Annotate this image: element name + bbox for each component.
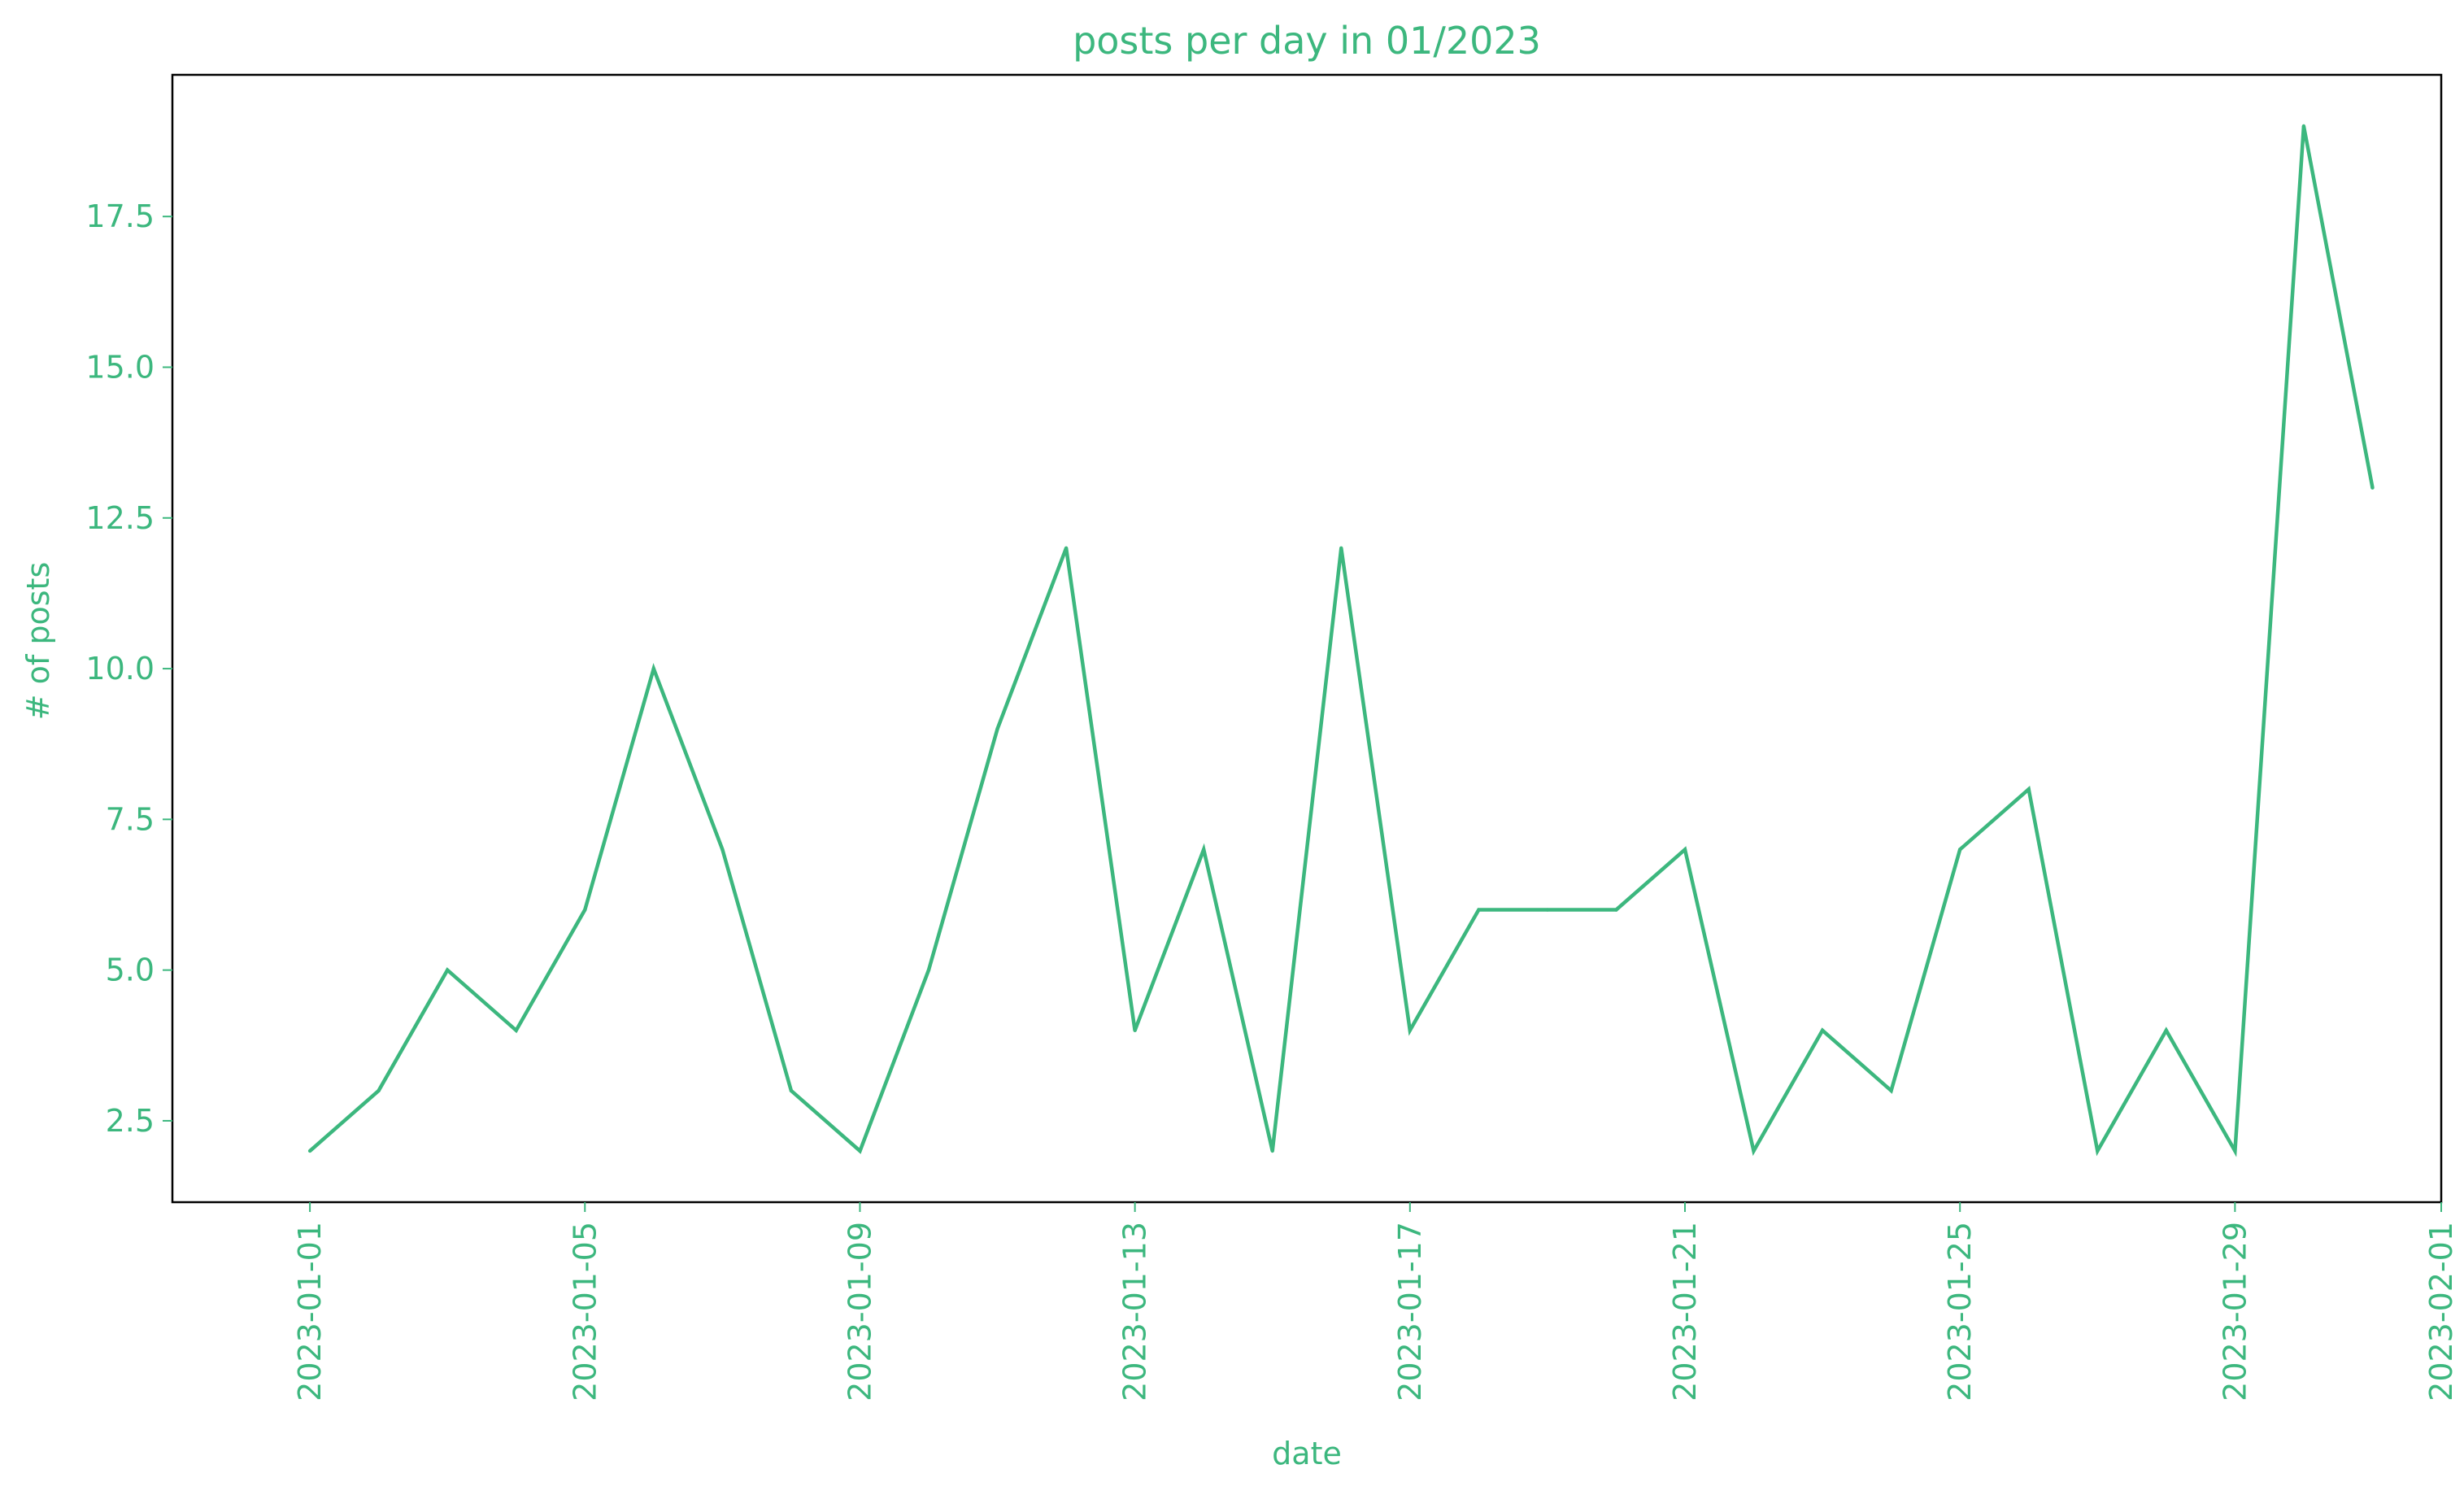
data-point-2023-01-06 <box>651 666 656 671</box>
data-point-2023-01-12 <box>1064 546 1069 551</box>
series-line <box>308 125 2375 1157</box>
data-point-2023-01-24 <box>1889 1088 1893 1093</box>
plot-area: 2.5 5.0 7.5 10.0 12.5 15.0 17.5 2023-01-01 2023-… <box>85 73 2459 1401</box>
y-axis-label: # of posts <box>20 562 56 721</box>
data-point-2023-01-28 <box>2164 1028 2169 1032</box>
x-tick-label-6: 2023-01-25 <box>1942 1222 1978 1401</box>
data-point-2023-01-16 <box>1339 546 1343 551</box>
x-tick-label-1: 2023-01-05 <box>567 1222 603 1401</box>
data-point-2023-01-31 <box>2370 486 2375 490</box>
chart-title: posts per day in 01/2023 <box>1073 19 1541 63</box>
data-point-2023-01-15 <box>1270 1148 1274 1153</box>
data-point-2023-01-26 <box>2026 787 2031 791</box>
y-tick-label-3: 10.0 <box>85 651 155 686</box>
y-tick-label-4: 12.5 <box>85 500 155 536</box>
y-tick-label-0: 2.5 <box>106 1103 155 1139</box>
data-point-2023-01-03 <box>445 968 450 972</box>
data-point-2023-01-20 <box>1614 908 1618 912</box>
y-tick-label-2: 7.5 <box>106 801 155 837</box>
y-tick-label-1: 5.0 <box>106 952 155 988</box>
data-point-2023-01-17 <box>1408 1028 1413 1032</box>
data-point-2023-01-09 <box>858 1148 862 1153</box>
data-point-2023-01-25 <box>1957 848 1962 852</box>
data-point-2023-01-23 <box>1820 1028 1825 1032</box>
data-point-2023-01-08 <box>789 1088 794 1093</box>
data-point-2023-01-19 <box>1545 908 1550 912</box>
x-tick-label-8: 2023-02-01 <box>2423 1222 2459 1401</box>
y-tick-label-5: 15.0 <box>85 349 155 385</box>
data-point-2023-01-27 <box>2096 1148 2100 1153</box>
y-tick-label-6: 17.5 <box>85 198 155 234</box>
x-tick-label-3: 2023-01-13 <box>1117 1222 1153 1401</box>
data-point-2023-01-10 <box>926 968 931 972</box>
data-point-2023-01-30 <box>2301 124 2306 129</box>
x-tick-label-4: 2023-01-17 <box>1392 1222 1428 1401</box>
data-point-2023-01-14 <box>1201 848 1206 852</box>
x-tick-label-7: 2023-01-29 <box>2217 1222 2253 1401</box>
data-point-2023-01-01 <box>307 1148 312 1153</box>
data-point-2023-01-18 <box>1477 908 1481 912</box>
x-tick-label-5: 2023-01-21 <box>1667 1222 1703 1401</box>
data-point-2023-01-11 <box>995 726 999 731</box>
x-tick-label-0: 2023-01-01 <box>292 1222 328 1401</box>
data-point-2023-01-05 <box>583 908 587 912</box>
data-point-2023-01-04 <box>514 1028 518 1032</box>
data-point-2023-01-29 <box>2233 1148 2237 1153</box>
data-point-2023-01-07 <box>720 848 725 852</box>
plot-frame <box>171 73 2443 1204</box>
x-tick-label-2: 2023-01-09 <box>842 1222 877 1401</box>
data-point-2023-01-21 <box>1683 848 1687 852</box>
x-axis-label: date <box>1272 1436 1342 1471</box>
data-point-2023-01-13 <box>1133 1028 1137 1032</box>
data-point-2023-01-02 <box>377 1088 381 1093</box>
data-point-2023-01-22 <box>1752 1148 1756 1153</box>
